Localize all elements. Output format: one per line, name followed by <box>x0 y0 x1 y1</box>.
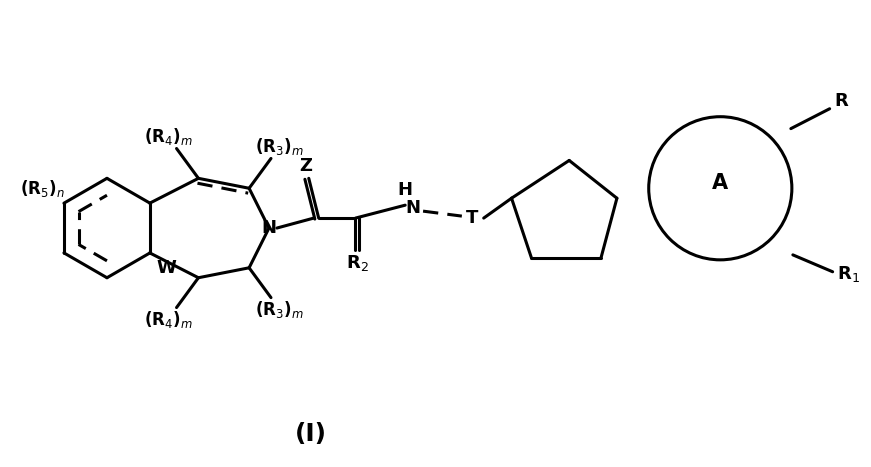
Text: Z: Z <box>300 157 312 176</box>
Text: N: N <box>261 219 276 237</box>
Text: (R$_5$)$_n$: (R$_5$)$_n$ <box>20 178 64 199</box>
Text: R$_2$: R$_2$ <box>346 253 368 273</box>
Text: (R$_3$)$_m$: (R$_3$)$_m$ <box>254 299 303 320</box>
Text: R$_1$: R$_1$ <box>837 264 860 284</box>
Text: A: A <box>712 173 728 193</box>
Text: R: R <box>834 92 848 110</box>
Text: T: T <box>466 209 478 227</box>
Text: (R$_4$)$_m$: (R$_4$)$_m$ <box>145 126 193 147</box>
Text: (R$_3$)$_m$: (R$_3$)$_m$ <box>254 136 303 157</box>
Text: W: W <box>157 259 177 277</box>
Text: N: N <box>406 199 421 217</box>
Text: (I): (I) <box>294 422 327 446</box>
Text: (R$_4$)$_m$: (R$_4$)$_m$ <box>145 309 193 330</box>
Text: H: H <box>398 181 413 199</box>
